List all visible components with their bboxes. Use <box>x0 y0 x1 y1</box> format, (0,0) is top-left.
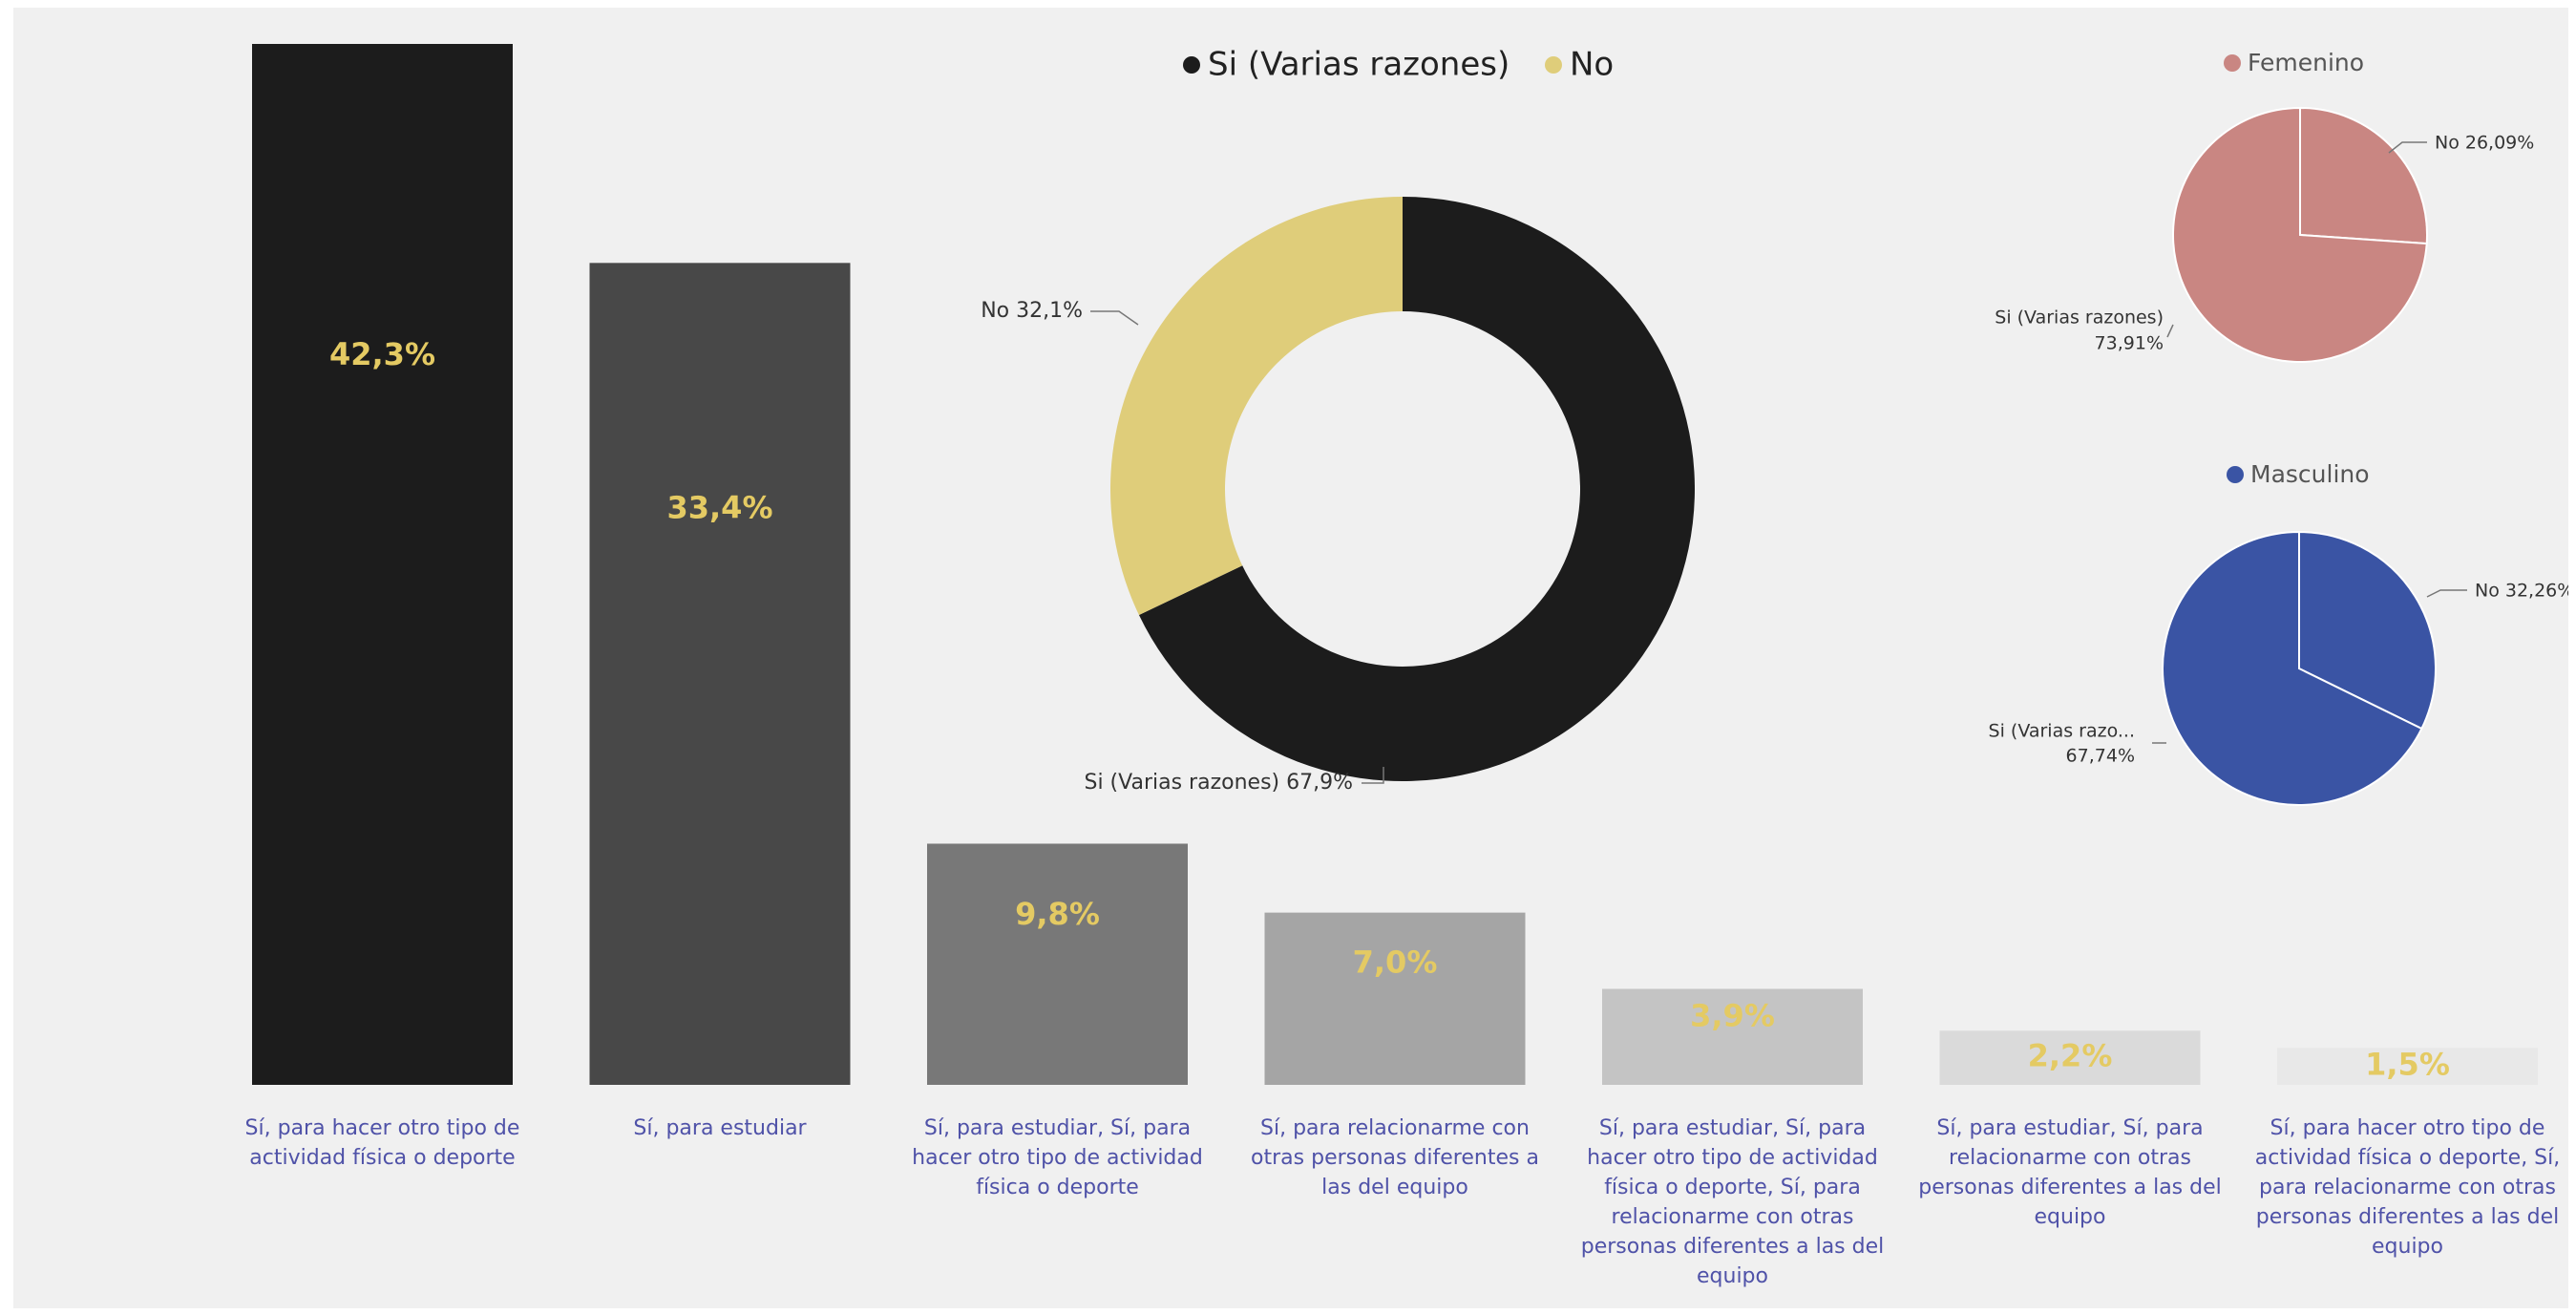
pie-femenino-leader-si <box>2166 324 2174 338</box>
bar-data-label-1: 42,3% <box>329 336 435 372</box>
pie-masculino-leader-no <box>2426 589 2467 598</box>
legend-label-si: Si (Varias razones) <box>1208 46 1510 84</box>
bar-4[interactable] <box>1264 912 1526 1085</box>
donut-label-no: No 32,1% <box>981 299 1083 323</box>
pie-masculino-label-no: No 32,26% <box>2475 581 2568 602</box>
pie-femenino-slice-no[interactable] <box>2299 106 2429 245</box>
donut-slice-si[interactable] <box>1138 197 1695 782</box>
legend-marker-si <box>1183 56 1200 74</box>
donut-leader-si <box>1362 767 1384 784</box>
report-canvas: 42,3% 33,4% 9,8% 7,0% 3,9% 2,2% 1,5% Si (Varias… <box>13 8 2568 1308</box>
pie-femenino-slice-si[interactable] <box>2172 106 2428 363</box>
legend-label-no: No <box>1570 46 1614 84</box>
pie-masculino-title-marker <box>2227 466 2244 483</box>
bar-5[interactable] <box>1602 988 1863 1085</box>
pie-femenino-title: Femenino <box>2248 49 2364 76</box>
bar-category-label-4: Sí, para relacionarme con otras personas… <box>1251 1116 1539 1199</box>
pie-masculino-slice-no[interactable] <box>2298 530 2437 731</box>
pie-masculino-title: Masculino <box>2250 460 2370 488</box>
bar-category-label-2: Sí, para estudiar <box>633 1116 807 1140</box>
pie-masculino-label-si: Si (Varias razo... <box>1989 721 2135 742</box>
chart-surface: 42,3% 33,4% 9,8% 7,0% 3,9% 2,2% 1,5% Si (Varias… <box>252 44 2568 1085</box>
bar-category-label-5: Sí, para estudiar, Sí, para hacer otro t… <box>1580 1116 1885 1288</box>
bar-7[interactable] <box>2277 1048 2538 1085</box>
pie-masculino-slice-si[interactable] <box>2162 530 2423 806</box>
bar-data-label-2: 33,4% <box>666 490 772 526</box>
pie-femenino-title-marker <box>2224 54 2241 72</box>
bar-data-label-6: 2,2% <box>2028 1038 2113 1074</box>
pie-masculino-label-si-value: 67,74% <box>2066 746 2135 767</box>
bar-data-label-5: 3,9% <box>1690 998 1775 1034</box>
pie-femenino-label-si-value: 73,91% <box>2095 333 2164 354</box>
pie-femenino-leader-no <box>2388 141 2427 154</box>
bar-data-label-4: 7,0% <box>1353 944 1438 981</box>
bar-6[interactable] <box>1939 1030 2201 1085</box>
bar-data-label-3: 9,8% <box>1015 896 1100 932</box>
donut-slice-no[interactable] <box>1109 197 1403 616</box>
bar-3[interactable] <box>927 843 1188 1085</box>
bar-1[interactable] <box>252 44 513 1085</box>
pie-femenino-label-si: Si (Varias razones) <box>1995 308 2164 329</box>
bar-category-label-1: Sí, para hacer otro tipo de actividad fí… <box>244 1116 520 1170</box>
bar-category-label-3: Sí, para estudiar, Sí, para hacer otro t… <box>912 1116 1203 1199</box>
bar-2[interactable] <box>589 263 851 1085</box>
bar-data-label-7: 1,5% <box>2365 1047 2450 1083</box>
pie-femenino-label-no: No 26,09% <box>2435 133 2534 154</box>
bar-category-label-6: Sí, para estudiar, Sí, para relacionarme… <box>1918 1116 2222 1229</box>
legend-marker-no <box>1545 56 1562 74</box>
donut-leader-no <box>1090 310 1139 326</box>
donut-label-si: Si (Varias razones) 67,9% <box>1084 771 1353 795</box>
bar-category-label-7: Sí, para hacer otro tipo de actividad fí… <box>2254 1116 2561 1259</box>
